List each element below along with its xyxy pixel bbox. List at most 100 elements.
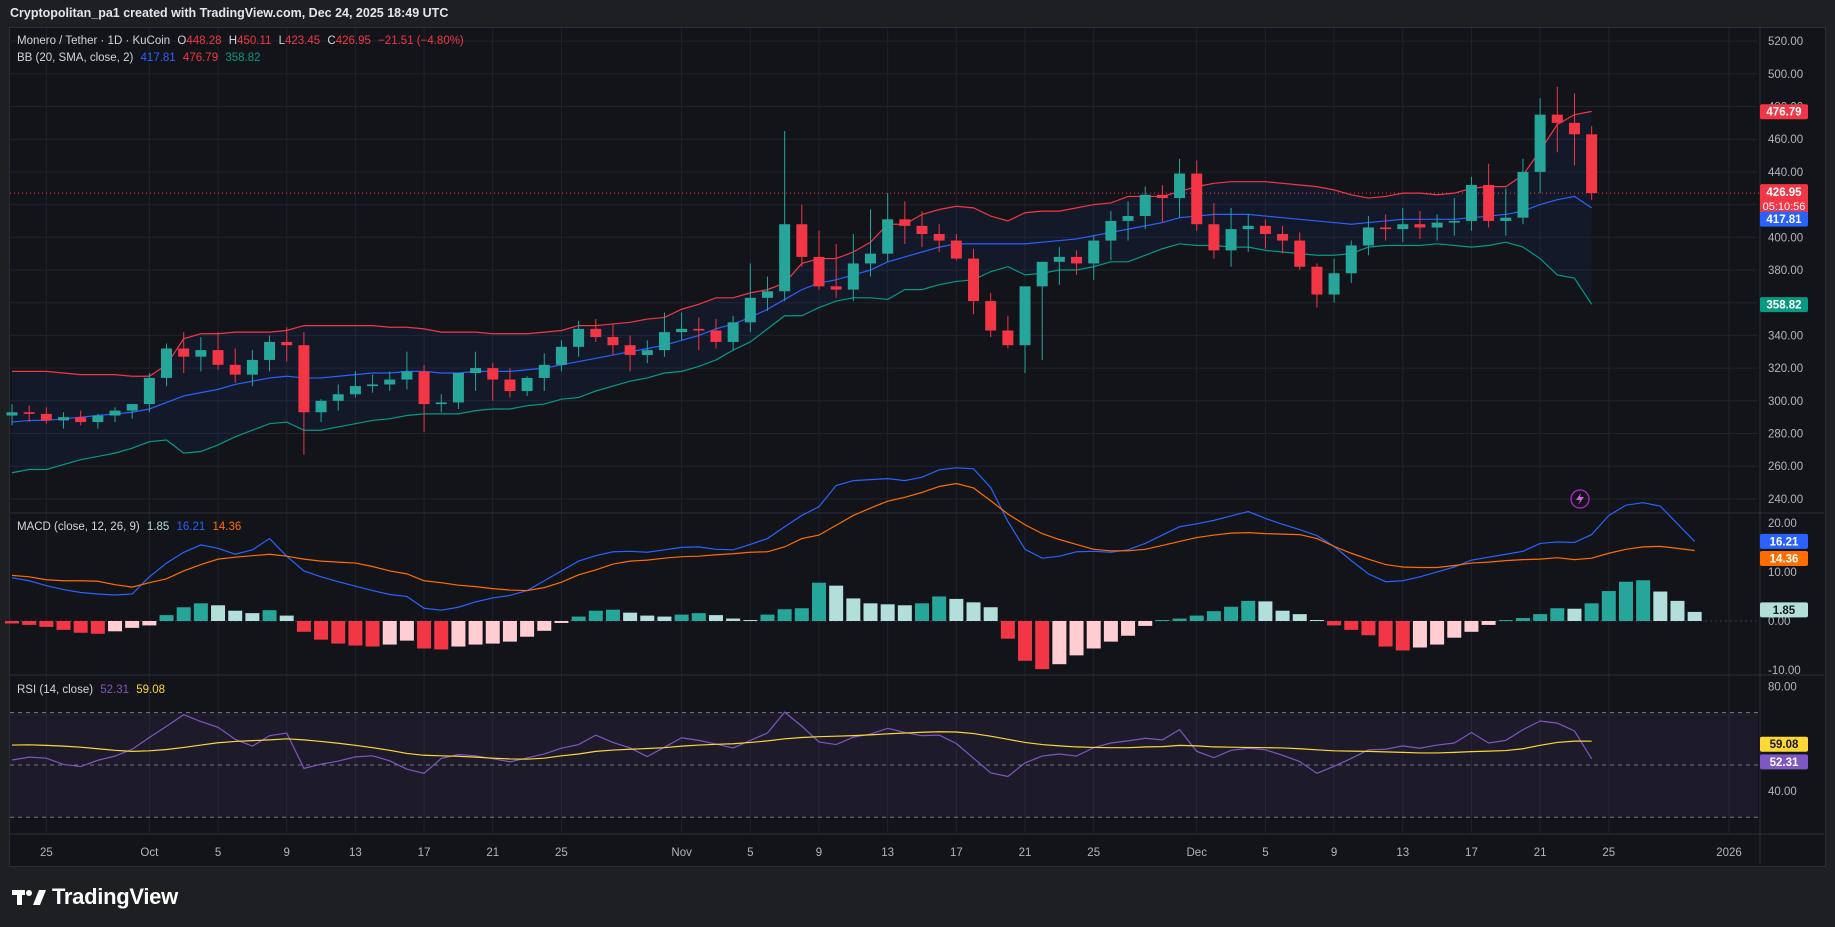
rsi-tick-label: 80.00: [1768, 681, 1797, 693]
macd-hist-bar: [811, 582, 826, 621]
macd-hist-bar: [897, 605, 912, 621]
candle-body: [452, 373, 464, 403]
macd-hist-value: 1.85: [146, 521, 170, 533]
bb-basis-tag-bg: [1760, 211, 1808, 227]
candle-body: [1414, 224, 1426, 228]
macd-hist-bar: [1533, 614, 1548, 621]
time-axis-label: 13: [349, 847, 362, 859]
bb-band-fill: [12, 111, 1592, 473]
candle-body: [744, 297, 756, 323]
macd-hist-bar: [1206, 611, 1221, 621]
macd-hist-bar: [1584, 603, 1599, 621]
candle-body: [573, 328, 585, 347]
ohlc-low: 423.45: [285, 35, 321, 47]
macd-hist-bar: [485, 621, 500, 644]
macd-hist-bar: [382, 621, 397, 645]
bb-lower-tag: 358.82: [1760, 297, 1808, 313]
candle-body: [298, 345, 310, 413]
candle-body: [92, 415, 104, 423]
candle-body: [1294, 240, 1306, 267]
candle-body: [710, 330, 722, 342]
macd-hist-bar: [296, 621, 311, 632]
ohlc-open: 448.28: [186, 35, 222, 47]
macd-hist-bar: [193, 603, 208, 621]
candle-body: [658, 332, 670, 351]
macd-hist-bar: [537, 621, 552, 631]
bb-lower-line: [11, 241, 1593, 474]
rsi-tag-bg: [1760, 754, 1808, 770]
macd-hist-bar: [1103, 621, 1118, 642]
candle-body: [264, 341, 276, 360]
lightning-icon[interactable]: [1570, 489, 1590, 509]
macd-hist-bar: [1618, 581, 1633, 621]
candle-body: [1191, 173, 1203, 225]
bb-upper-tag: 476.79: [1760, 104, 1808, 120]
tradingview-logo[interactable]: TradingView: [12, 884, 178, 910]
macd-hist-bar: [279, 615, 294, 621]
macd-hist-bar: [348, 621, 363, 646]
macd-hist-bar: [1378, 621, 1393, 647]
candle-body: [1071, 256, 1083, 264]
macd-hist-bar: [1550, 608, 1565, 621]
macd-legend[interactable]: MACD (close, 12, 26, 9) 1.85 16.21 14.36: [17, 521, 245, 533]
macd-hist-bar: [1086, 621, 1101, 649]
macd-hist-bar: [399, 621, 414, 641]
macd-hist-bar: [1309, 620, 1324, 622]
macd-hist-bar: [434, 621, 449, 650]
macd-hist-bar: [657, 616, 672, 621]
price-tick-label: 280.00: [1768, 429, 1803, 441]
candle-body: [1002, 330, 1014, 346]
candle-body: [246, 359, 258, 375]
ohlc-high-label: H: [228, 35, 238, 47]
macd-tag-text: 16.21: [1770, 536, 1799, 548]
candle-body: [23, 412, 35, 414]
last-price-tag: 426.95 05:10:56: [1760, 184, 1808, 215]
macd-hist-bar: [39, 621, 54, 627]
time-axis-label: Nov: [671, 847, 692, 859]
macd-hist-bar: [726, 618, 741, 621]
candle-body: [916, 225, 928, 235]
signal-tag: 14.36: [1760, 551, 1808, 567]
macd-hist-bar: [451, 621, 466, 647]
candle-body: [1465, 184, 1477, 221]
time-axis-label: 25: [555, 847, 568, 859]
macd-hist-bar: [949, 598, 964, 621]
macd-hist-bar: [1069, 621, 1084, 656]
lightning-icon-bolt: [1576, 493, 1584, 505]
macd-hist-bar: [880, 604, 895, 621]
macd-hist-bar: [142, 621, 157, 626]
macd-label: MACD (close, 12, 26, 9): [17, 521, 140, 533]
macd-hist-bar: [211, 605, 226, 621]
macd-tick-label: 20.00: [1768, 518, 1797, 530]
macd-hist-bar: [1275, 610, 1290, 621]
time-axis-label: 9: [816, 847, 822, 859]
macd-hist-bar: [5, 621, 19, 624]
candle-body: [6, 412, 18, 416]
macd-hist-bar: [1361, 621, 1376, 636]
macd-hist-bar: [1430, 621, 1445, 645]
time-axis-label: 25: [1087, 847, 1100, 859]
rsi-ma-value: 59.08: [136, 684, 166, 696]
ohlc-low-label: L: [278, 35, 285, 47]
bb-upper-value: 476.79: [182, 52, 219, 64]
bb-basis-tag-text: 417.81: [1766, 214, 1802, 226]
bb-lower-tag-text: 358.82: [1766, 300, 1801, 312]
macd-histogram: [5, 580, 1702, 670]
macd-hist-bar: [777, 609, 792, 621]
candle-countdown: 05:10:56: [1763, 201, 1806, 213]
candles: [6, 86, 1598, 455]
candle-body: [1534, 114, 1546, 172]
rsi-legend[interactable]: RSI (14, close) 52.31 59.08: [17, 684, 169, 696]
candle-body: [779, 224, 791, 292]
bb-legend[interactable]: BB (20, SMA, close, 2) 417.81 476.79 358…: [17, 52, 265, 64]
candle-body: [1517, 171, 1529, 218]
macd-hist-bar: [56, 621, 71, 630]
macd-hist-bar: [1189, 615, 1204, 621]
candle-body: [418, 371, 430, 405]
time-axis-label: 21: [1019, 847, 1032, 859]
time-axis-label: 13: [1396, 847, 1409, 859]
price-tick-label: 440.00: [1768, 167, 1803, 179]
chart-caption: Cryptopolitan_pa1 created with TradingVi…: [10, 6, 449, 20]
candle-body: [830, 286, 842, 290]
